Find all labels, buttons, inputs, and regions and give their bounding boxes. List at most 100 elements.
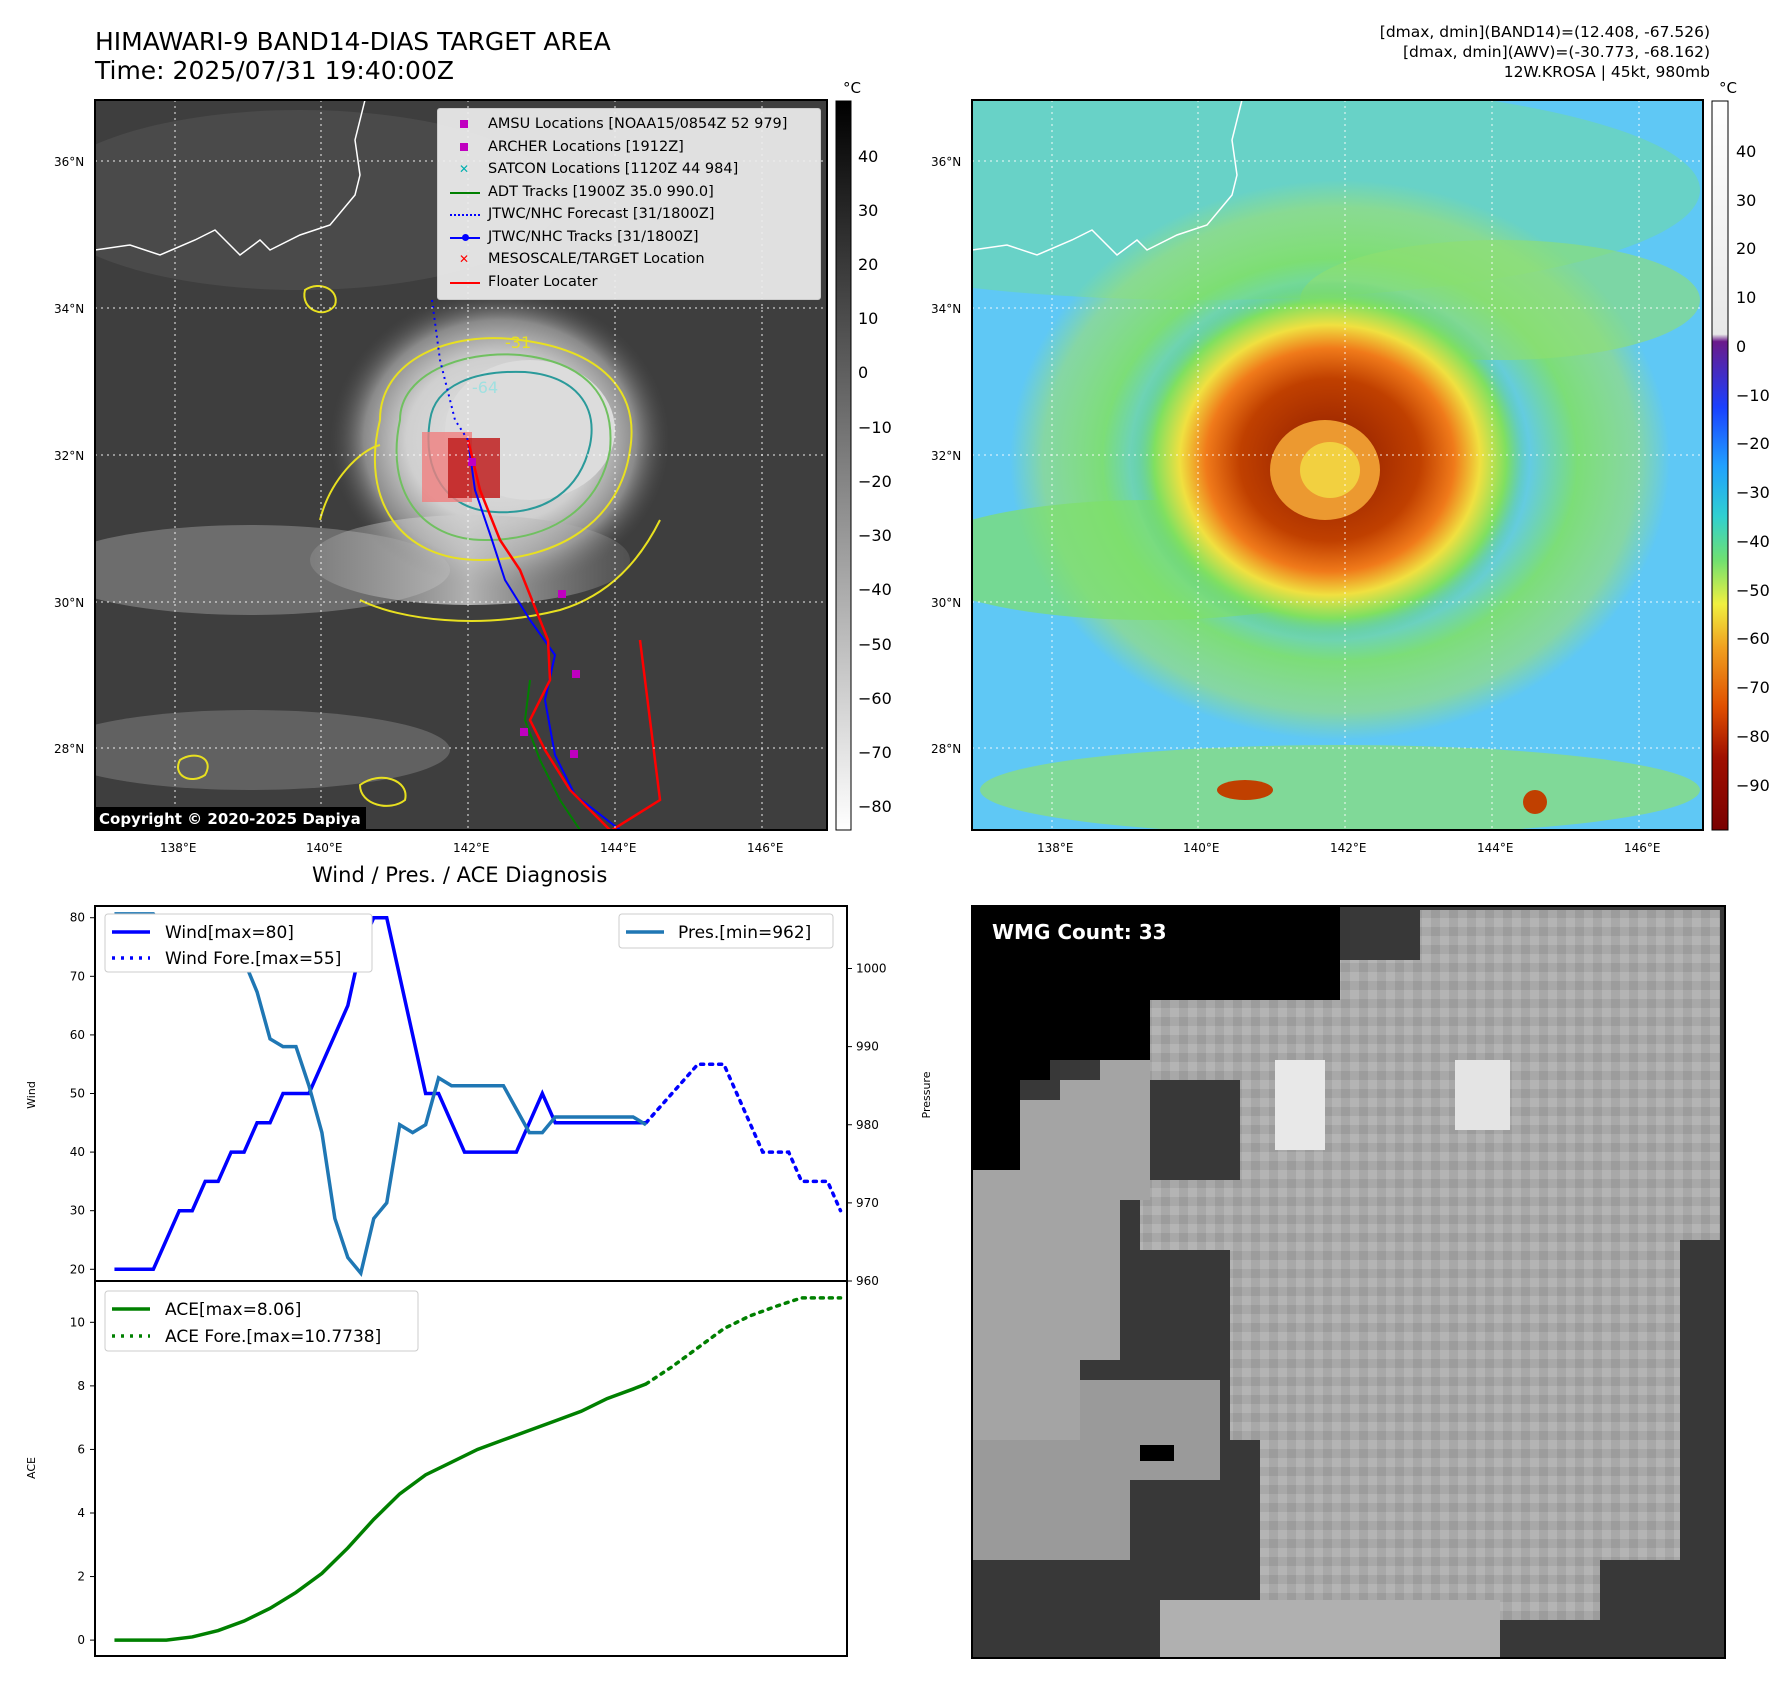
info-line-2: [dmax, dmin](AWV)=(-30.773, -68.162) [1403,43,1710,61]
cbr-tick: −80 [1736,727,1770,746]
wind-legend [104,913,373,973]
lat-tick-34-right: 34°N [931,302,961,316]
awv-map-image [972,100,1703,830]
cbr-tick: −90 [1736,776,1770,795]
series-line-1 [644,1062,843,1213]
map-legend-item: ARCHER Locations [1912Z] [446,136,812,159]
cbr-tick: −60 [1736,629,1770,648]
legend-marker [460,142,468,151]
cbl-tick: −30 [858,526,892,545]
copyright-label: Copyright © 2020-2025 Dapiya [94,807,366,831]
cbr-tick: 20 [1736,239,1756,258]
cbl-tick: 40 [858,147,878,166]
ace-y-tick-label: 6 [77,1442,85,1456]
map-legend-item: ADT Tracks [1900Z 35.0 990.0] [446,181,812,204]
title-line-2: Time: 2025/07/31 19:40:00Z [95,56,454,85]
cbr-tick: −40 [1736,532,1770,551]
pressure-y-tick-label: 980 [856,1118,879,1132]
lat-tick-30-left: 30°N [54,596,84,610]
colorbar-left-ticks: 40 30 20 10 0 −10 −20 −30 −40 −50 −60 −7… [858,147,892,816]
ace-legend [104,1290,419,1352]
map-legend-item: Floater Locater [446,271,812,294]
cbl-tick: 10 [858,309,878,328]
wind-y-tick-label: 60 [70,1028,85,1042]
ace-y-tick-label: 0 [77,1633,85,1647]
ace-series-line-0 [114,1382,647,1642]
lon-tick-140-left: 140°E [306,841,343,855]
legend-label: Wind[max=80] [165,923,294,943]
wind-y-tick-label: 70 [70,969,85,983]
diagnosis-title: Wind / Pres. / ACE Diagnosis [312,863,608,887]
cbl-tick: −60 [858,689,892,708]
contour-label-31: -31 [505,333,531,352]
lat-tick-28-left: 28°N [54,742,84,756]
map-legend-item: ✕ MESOSCALE/TARGET Location [446,248,812,271]
title-line-1: HIMAWARI-9 BAND14-DIAS TARGET AREA [95,27,611,56]
legend-label: AMSU Locations [NOAA15/0854Z 52 979] [488,116,788,132]
legend-marker [450,191,480,194]
series-line-0 [114,915,647,1272]
pressure-legend [618,913,834,949]
lon-tick-144-right: 144°E [1477,841,1514,855]
pressure-y-tick-label: 990 [856,1040,879,1054]
wind-y-tick-label: 30 [70,1204,85,1218]
cbr-tick: 0 [1736,337,1746,356]
lat-tick-32-right: 32°N [931,449,961,463]
legend-label: MESOSCALE/TARGET Location [488,251,705,267]
legend-label: Wind Fore.[max=55] [165,949,341,969]
ace-y-tick-label: 4 [77,1506,85,1520]
lon-tick-138-right: 138°E [1037,841,1074,855]
pressure-axis-label: Pressure [920,1071,933,1118]
ace-y-tick-label: 10 [70,1315,85,1329]
legend-label: ARCHER Locations [1912Z] [488,138,684,155]
legend-marker: ✕ [459,162,470,176]
map-legend-item: JTWC/NHC Tracks [31/1800Z] [446,226,812,249]
legend-marker [450,233,480,241]
info-line-1: [dmax, dmin](BAND14)=(12.408, -67.526) [1379,23,1710,41]
cbl-tick: −50 [858,635,892,654]
cbl-tick: −70 [858,743,892,762]
pressure-y-tick-label: 960 [856,1274,879,1288]
cbr-tick: −70 [1736,678,1770,697]
colorbar-left [835,100,852,831]
ace-axis-label: ACE [25,1457,38,1479]
legend-label: Floater Locater [488,273,598,290]
map-legend-item: JTWC/NHC Forecast [31/1800Z] [446,203,812,226]
cbr-tick: 40 [1736,142,1756,161]
lat-tick-36-right: 36°N [931,155,961,169]
cbl-tick: −20 [858,472,892,491]
lon-tick-146-right: 146°E [1624,841,1661,855]
legend-label: JTWC/NHC Forecast [31/1800Z] [488,206,715,222]
wind-y-tick-label: 40 [70,1145,85,1159]
lat-tick-30-right: 30°N [931,596,961,610]
map-legend: AMSU Locations [NOAA15/0854Z 52 979] ARCH… [437,108,821,300]
wind-axis-label: Wind [25,1081,38,1109]
legend-label: Pres.[min=962] [678,923,811,943]
pressure-y-tick-label: 970 [856,1196,879,1210]
legend-label: ADT Tracks [1900Z 35.0 990.0] [488,183,714,200]
lat-tick-32-left: 32°N [54,449,84,463]
wmg-panel [971,905,1726,1659]
ace-y-tick-label: 8 [77,1379,85,1393]
legend-label: SATCON Locations [1120Z 44 984] [488,161,739,177]
map-legend-item: AMSU Locations [NOAA15/0854Z 52 979] [446,113,812,136]
ace-series-line-1 [644,1296,843,1386]
legend-label: ACE Fore.[max=10.7738] [165,1327,381,1347]
legend-label: JTWC/NHC Tracks [31/1800Z] [488,228,699,245]
colorbar-right-ticks: 40 30 20 10 0 −10 −20 −30 −40 −50 −60 −7… [1736,142,1770,795]
wind-y-tick-label: 20 [70,1262,85,1276]
info-line-3: 12W.KROSA | 45kt, 980mb [1503,63,1710,81]
lat-tick-34-left: 34°N [54,302,84,316]
legend-marker: ✕ [459,252,470,266]
cbr-tick: 10 [1736,288,1756,307]
legend-label: ACE[max=8.06] [165,1300,301,1320]
cbl-tick: 20 [858,255,878,274]
legend-marker [450,214,480,216]
lon-tick-140-right: 140°E [1183,841,1220,855]
cbl-tick: 0 [858,363,868,382]
lon-tick-144-left: 144°E [600,841,637,855]
cbl-tick: −40 [858,580,892,599]
cbl-tick: −80 [858,797,892,816]
pressure-y-tick-label: 1000 [856,962,887,976]
